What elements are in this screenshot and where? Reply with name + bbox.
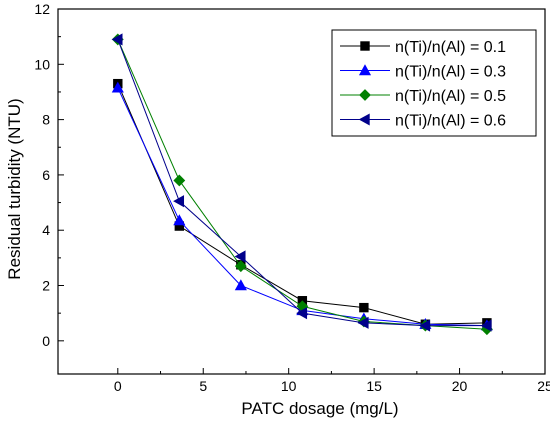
y-axis-title: Residual turbidity (NTU) <box>5 98 24 279</box>
data-point <box>111 81 124 93</box>
axis-ticks: 0 5 10 15 20 25 0 2 4 6 8 10 12 <box>34 1 550 394</box>
data-point <box>234 250 246 263</box>
y-tick-label: 10 <box>34 56 50 72</box>
legend-label: n(Ti)/n(Al) = 0.5 <box>395 88 506 105</box>
data-point <box>111 33 123 46</box>
data-point <box>296 307 308 320</box>
legend-marker <box>358 64 372 76</box>
data-point <box>359 302 369 313</box>
y-tick-label: 4 <box>42 222 50 238</box>
legend-marker <box>359 89 371 101</box>
legend-label: n(Ti)/n(Al) = 0.1 <box>395 39 506 56</box>
data-point <box>480 319 492 332</box>
x-tick-label: 0 <box>114 378 122 394</box>
y-tick-label: 0 <box>42 333 50 349</box>
x-tick-label: 15 <box>366 378 382 394</box>
y-tick-label: 2 <box>42 278 50 294</box>
data-point <box>234 279 247 291</box>
x-tick-label: 20 <box>452 378 468 394</box>
series-4 <box>111 33 492 332</box>
data-point <box>419 319 431 332</box>
series-layer <box>111 33 493 336</box>
x-tick-label: 25 <box>537 378 550 394</box>
legend-label: n(Ti)/n(Al) = 0.6 <box>395 113 506 130</box>
plot-frame <box>57 8 546 375</box>
data-point <box>234 260 247 273</box>
data-point <box>173 174 186 187</box>
plot-border <box>57 8 546 375</box>
data-point <box>173 214 186 226</box>
x-axis-title: PATC dosage (mg/L) <box>241 399 398 418</box>
y-tick-label: 12 <box>34 1 50 17</box>
legend-marker <box>358 113 370 126</box>
x-tick-label: 10 <box>281 378 297 394</box>
legend-marker <box>360 41 370 51</box>
data-point <box>357 316 369 329</box>
data-point <box>173 195 185 208</box>
legend: n(Ti)/n(Al) = 0.1 n(Ti)/n(Al) = 0.3 n(Ti)/… <box>331 29 537 137</box>
legend-label: n(Ti)/n(Al) = 0.3 <box>395 64 506 81</box>
y-tick-label: 6 <box>42 167 50 183</box>
y-tick-label: 8 <box>42 112 50 128</box>
x-tick-label: 5 <box>199 378 207 394</box>
